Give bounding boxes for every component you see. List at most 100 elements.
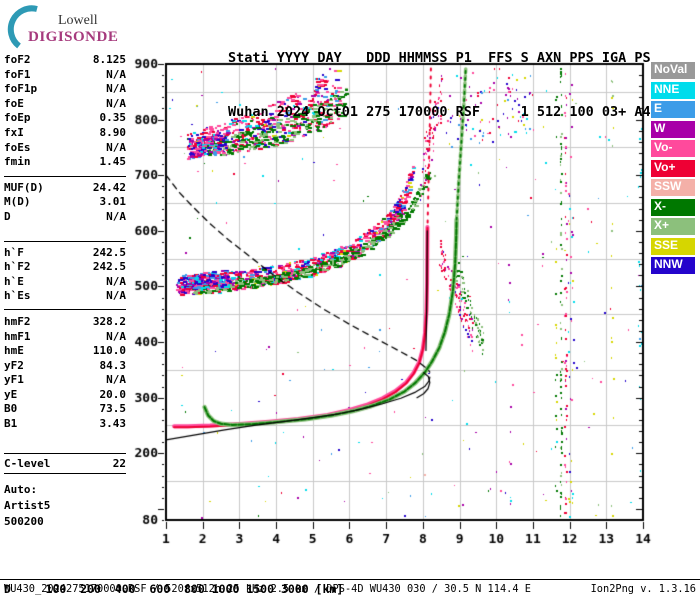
param-label: foEp (4, 111, 31, 125)
param-row: foE N/A (4, 97, 126, 112)
status-program-version: Ion2Png v. 1.3.16 (590, 583, 696, 595)
param-label: yE (4, 387, 18, 401)
param-row: D N/A (4, 210, 126, 225)
param-value: 328.2 (92, 314, 126, 328)
autoscaling-block: Auto: Artist5 500200 (4, 482, 126, 530)
param-row: B1 3.43 (4, 417, 126, 432)
param-label: B1 (4, 417, 18, 431)
param-label: foF1p (4, 82, 38, 96)
param-value: N/A (106, 209, 126, 223)
param-value: 84.3 (99, 358, 127, 372)
param-row: hmF2 328.2 (4, 315, 126, 330)
param-row: foF2 8.125 (4, 53, 126, 68)
param-row: yE 20.0 (4, 388, 126, 403)
param-label: foF2 (4, 53, 31, 66)
echo-direction-legend: NoVal NNE E W Vo- Vo+ SSW X- X+ SSE NNW (651, 62, 695, 277)
param-row: h`Es N/A (4, 289, 126, 304)
param-label: h`Es (4, 289, 31, 303)
param-value: N/A (106, 96, 126, 110)
param-row: foEp 0.35 (4, 111, 126, 126)
param-value: N/A (106, 373, 126, 387)
distance-row: D 100 200 400 600 800 1000 1500 3000 [km… (4, 582, 344, 596)
param-label: fmin (4, 155, 31, 169)
param-value: 3.43 (99, 417, 127, 431)
legend-item-x-plus: X+ (651, 218, 695, 235)
param-label: MUF(D) (4, 180, 44, 194)
status-file-info: WU430_2024275170000.RSF / 520fx512h 25 k… (4, 583, 531, 595)
param-row: yF2 84.3 (4, 359, 126, 374)
legend-item-noval: NoVal (651, 62, 695, 79)
param-label: foF1 (4, 67, 31, 81)
logo-arc-icon (7, 5, 38, 49)
param-value: 20.0 (99, 387, 127, 401)
param-label: yF1 (4, 373, 24, 387)
header-block: Stati YYYY DAY DDD HHMMSS P1 FFS S AXN P… (228, 13, 651, 157)
param-value: 24.42 (92, 180, 126, 194)
param-value: N/A (106, 289, 126, 303)
param-label: foEs (4, 140, 31, 154)
digisonde-logo: Lowell DIGISONDE (6, 5, 136, 51)
logo-lowell-text: Lowell (58, 13, 98, 28)
param-value: N/A (106, 329, 126, 343)
confidence-level-block: C-level 22 (4, 452, 126, 475)
param-label: B0 (4, 402, 18, 416)
param-value: 8.90 (99, 125, 127, 139)
param-row: h`E N/A (4, 275, 126, 290)
param-row: MUF(D) 24.42 (4, 181, 126, 196)
param-row: hmE 110.0 (4, 344, 126, 359)
param-row: yF1 N/A (4, 373, 126, 388)
param-row: foF1 N/A (4, 68, 126, 83)
param-label: foE (4, 96, 24, 110)
param-row: C-level 22 (4, 457, 126, 472)
param-label: hmF1 (4, 329, 31, 343)
param-label: h`F2 (4, 260, 31, 274)
legend-item-nnw: NNW (651, 257, 695, 274)
param-row: h`F 242.5 (4, 246, 126, 261)
param-row: M(D) 3.01 (4, 195, 126, 210)
legend-item-w: W (651, 120, 695, 138)
legend-item-x-minus: X- (651, 198, 695, 216)
param-value: 242.5 (92, 245, 126, 259)
param-row: h`F2 242.5 (4, 260, 126, 275)
legend-item-vo-plus: Vo+ (651, 159, 695, 177)
param-section-muf: MUF(D) 24.42 M(D) 3.01 D N/A (4, 175, 126, 225)
parameter-panel: foF2 8.125 foF1 N/A foF1p N/A foE N/A foEp 0.… (4, 53, 126, 530)
param-label: fxI (4, 125, 24, 139)
param-value: 110.0 (92, 344, 126, 358)
header-line-values: Wuhan 2024 Oct01 275 170000 RSF 1 512 10… (228, 104, 651, 120)
header-line-labels: Stati YYYY DAY DDD HHMMSS P1 FFS S AXN P… (228, 50, 651, 66)
param-value: 1.45 (99, 155, 127, 169)
legend-item-sse: SSE (651, 237, 695, 255)
param-value: N/A (106, 140, 126, 154)
param-value: N/A (106, 82, 126, 96)
param-row: hmF1 N/A (4, 330, 126, 345)
param-label: h`E (4, 274, 24, 288)
legend-item-nne: NNE (651, 81, 695, 99)
param-value: 0.35 (99, 111, 127, 125)
auto-label: Auto: (4, 483, 38, 497)
legend-item-ssw: SSW (651, 179, 695, 196)
param-section-profile: hmF2 328.2 hmF1 N/A hmE 110.0 yF2 84.3 yF1 N/… (4, 308, 126, 432)
param-label: C-level (4, 456, 51, 470)
param-row: foF1p N/A (4, 82, 126, 97)
param-section-virtual-heights: h`F 242.5 h`F2 242.5 h`E N/A h`Es N/A (4, 240, 126, 304)
param-value: N/A (106, 67, 126, 81)
muf-distance-table: D 100 200 400 600 800 1000 1500 3000 [km… (4, 554, 350, 600)
param-label: h`F (4, 245, 24, 259)
param-row: B0 73.5 (4, 402, 126, 417)
param-value: 73.5 (99, 402, 127, 416)
param-label: hmF2 (4, 314, 31, 328)
param-value: 22 (112, 456, 126, 470)
param-row: fxI 8.90 (4, 126, 126, 141)
status-bar: WU430_2024275170000.RSF / 520fx512h 25 k… (0, 579, 700, 595)
param-label: D (4, 209, 11, 223)
param-row: fmin 1.45 (4, 155, 126, 170)
param-value: 8.125 (92, 53, 126, 66)
param-value: N/A (106, 274, 126, 288)
param-label: M(D) (4, 195, 31, 209)
legend-item-vo-minus: Vo- (651, 140, 695, 157)
autoscaler-version: 500200 (4, 515, 44, 529)
param-row: foEs N/A (4, 141, 126, 156)
